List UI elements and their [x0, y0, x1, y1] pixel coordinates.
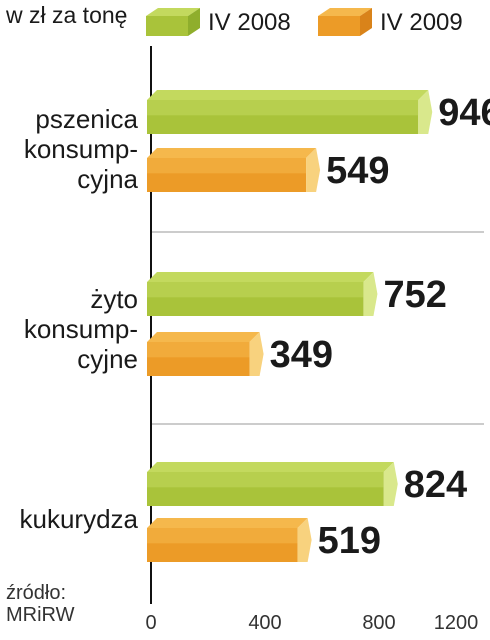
bar-2009-1-top: [147, 332, 260, 342]
bar-2008-1-top: [147, 272, 374, 282]
bar-2008-2-top: [147, 462, 394, 472]
x-tick-label-800: 800: [362, 612, 396, 634]
source-note: źródło: MRiRW: [6, 582, 75, 626]
bar-2009-1-side: [249, 332, 264, 376]
bar-2008-2-side: [383, 462, 398, 506]
bar-2008-2-shine: [147, 472, 384, 488]
bar-2009-2-side: [297, 518, 312, 562]
x-tick-label-1200: 1200: [433, 612, 479, 634]
bar-2008-0-side: [418, 90, 433, 134]
bar-2008-1-shine: [147, 282, 364, 298]
bar-2009-2-shine: [147, 528, 298, 544]
legend-label-2008: IV 2008: [208, 9, 291, 36]
bar-2008-0-top: [147, 90, 429, 100]
value-label-2008-2: 824: [404, 464, 467, 506]
value-label-2009-2: 519: [318, 520, 381, 562]
bar-2009-2-top: [147, 518, 308, 528]
category-label-zyto: żyto konsump- cyjne: [23, 284, 138, 374]
legend-swatch-2009: [318, 8, 372, 36]
legend-swatch-2008: [146, 8, 200, 36]
unit-label: w zł za tonę: [6, 2, 128, 28]
bar-2008-1-side: [363, 272, 378, 316]
bar-2009-0-top: [147, 148, 317, 158]
category-label-kukurydza: kukurydza: [19, 504, 139, 534]
value-label-2009-0: 549: [326, 150, 389, 192]
value-label-2008-0: 946: [438, 92, 490, 134]
x-tick-label-0: 0: [145, 612, 157, 634]
legend-label-2009: IV 2009: [380, 9, 463, 36]
bar-2009-1-shine: [147, 342, 250, 358]
bar-2009-0-shine: [147, 158, 307, 174]
bar-2009-0-side: [306, 148, 321, 192]
value-label-2008-1: 752: [383, 274, 446, 316]
bar-2008-0-shine: [147, 100, 419, 116]
value-label-2009-1: 349: [270, 334, 333, 376]
x-tick-label-400: 400: [248, 612, 282, 634]
category-label-pszenica: pszenica konsump- cyjna: [23, 104, 138, 194]
